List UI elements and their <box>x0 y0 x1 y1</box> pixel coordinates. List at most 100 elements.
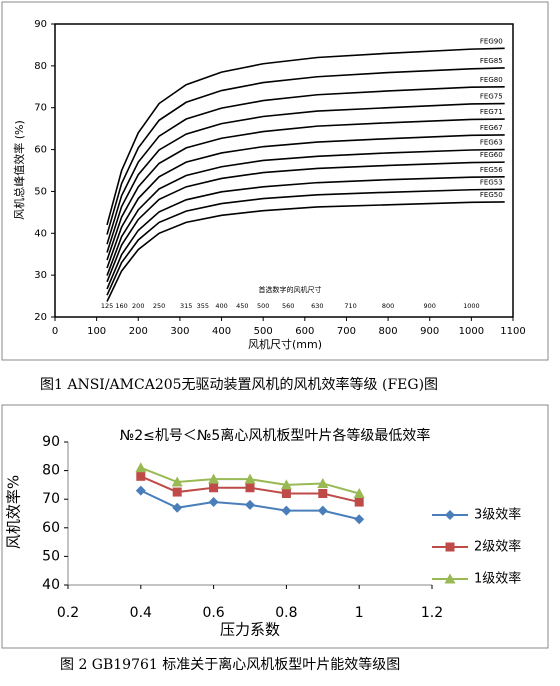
marker <box>317 505 328 516</box>
preferred-size: 560 <box>282 302 294 310</box>
y-tick-label: 30 <box>34 270 47 281</box>
x-tick-label: 100 <box>87 326 106 337</box>
x-tick-label: 400 <box>212 326 231 337</box>
marker <box>208 497 219 508</box>
x-tick-label: 0.4 <box>130 605 152 621</box>
x-tick-label: 1 <box>355 605 364 621</box>
figure-frame <box>1 404 549 649</box>
caption: 图1 ANSI/AMCA205无驱动装置风机的风机效率等级 (FEG)图 <box>40 376 438 393</box>
series-line <box>106 85 505 245</box>
marker <box>281 505 292 516</box>
marker <box>209 483 219 493</box>
y-tick-label: 80 <box>42 463 60 479</box>
preferred-size: 630 <box>311 302 323 310</box>
y-tick-label: 70 <box>42 491 60 507</box>
preferred-size: 125 <box>101 302 113 310</box>
marker <box>136 471 146 481</box>
annotation: 首选数字的风机尺寸 <box>259 285 322 294</box>
y-tick-label: 40 <box>42 577 60 593</box>
marker <box>281 488 291 498</box>
preferred-size: 400 <box>215 302 227 310</box>
preferred-size: 1000 <box>463 302 480 310</box>
curve-label: FEG90 <box>480 37 503 45</box>
y-axis-label: 风机总峰值效率 (%) <box>12 120 26 220</box>
legend-label: 1级效率 <box>474 571 521 587</box>
y-tick-label: 60 <box>42 520 60 536</box>
y-axis-label: 风机效率% <box>5 475 23 549</box>
preferred-size: 450 <box>236 302 248 310</box>
marker <box>244 473 256 484</box>
plot-frame <box>54 23 514 318</box>
preferred-size: 160 <box>115 302 127 310</box>
preferred-size: 500 <box>257 302 269 310</box>
marker <box>135 485 146 496</box>
x-tick-label: 1100 <box>500 326 525 337</box>
marker <box>317 477 329 488</box>
x-axis-label: 压力系数 <box>220 621 280 639</box>
chart-title: №2≤机号＜№5离心风机板型叶片各等级最低效率 <box>120 427 431 444</box>
x-tick-label: 800 <box>379 326 398 337</box>
marker <box>172 502 183 513</box>
curve-label: FEG63 <box>480 139 503 147</box>
series-line <box>106 47 505 226</box>
curve-label: FEG75 <box>480 93 503 101</box>
series-line <box>106 175 505 290</box>
marker <box>445 542 455 552</box>
y-tick-label: 70 <box>34 103 47 114</box>
series-line <box>106 201 505 302</box>
legend-label: 3级效率 <box>474 507 521 523</box>
marker <box>245 483 255 493</box>
x-tick-label: 200 <box>129 326 148 337</box>
curve-label: FEG67 <box>480 124 503 132</box>
x-tick-label: 600 <box>295 326 314 337</box>
x-tick-label: 1000 <box>459 326 484 337</box>
y-tick-label: 90 <box>42 434 60 450</box>
series-line <box>106 161 505 283</box>
series-line <box>106 102 505 253</box>
preferred-size: 315 <box>180 302 192 310</box>
marker <box>353 487 365 498</box>
x-tick-label: 0.8 <box>275 605 297 621</box>
marker <box>208 473 220 484</box>
preferred-size: 250 <box>153 302 165 310</box>
series-line <box>106 148 505 276</box>
marker <box>354 514 365 525</box>
marker <box>445 510 455 520</box>
y-tick-label: 40 <box>34 228 47 239</box>
legend-label: 2级效率 <box>474 539 521 555</box>
marker <box>354 497 364 507</box>
marker <box>444 573 456 584</box>
curve-label: FEG85 <box>480 57 503 65</box>
preferred-size: 900 <box>424 302 436 310</box>
y-tick-label: 80 <box>34 61 47 72</box>
marker <box>245 499 255 510</box>
y-tick-label: 60 <box>34 145 47 156</box>
curve-label: FEG53 <box>480 178 503 186</box>
y-tick-label: 20 <box>34 312 47 323</box>
marker <box>280 479 292 490</box>
x-axis-label: 风机尺寸(mm) <box>248 337 322 351</box>
x-tick-label: 700 <box>337 326 356 337</box>
curve-label: FEG71 <box>480 108 503 116</box>
caption: 图 2 GB19761 标准关于离心风机板型叶片能效等级图 <box>60 656 400 673</box>
x-tick-label: 0.6 <box>202 605 224 621</box>
marker <box>318 488 328 498</box>
x-tick-label: 1.2 <box>421 605 443 621</box>
marker <box>135 462 147 473</box>
marker <box>172 487 182 497</box>
curve-label: FEG56 <box>480 166 503 174</box>
preferred-size: 200 <box>132 302 144 310</box>
x-tick-label: 300 <box>170 326 189 337</box>
preferred-size: 800 <box>382 302 394 310</box>
x-tick-label: 500 <box>254 326 273 337</box>
curve-label: FEG60 <box>480 151 503 159</box>
series-line <box>106 67 505 235</box>
x-tick-label: 0 <box>52 326 58 337</box>
y-tick-label: 90 <box>34 19 47 30</box>
y-tick-label: 50 <box>42 548 60 564</box>
marker <box>171 476 183 487</box>
x-tick-label: 900 <box>420 326 439 337</box>
series-line <box>106 118 505 261</box>
curve-label: FEG50 <box>480 191 503 199</box>
